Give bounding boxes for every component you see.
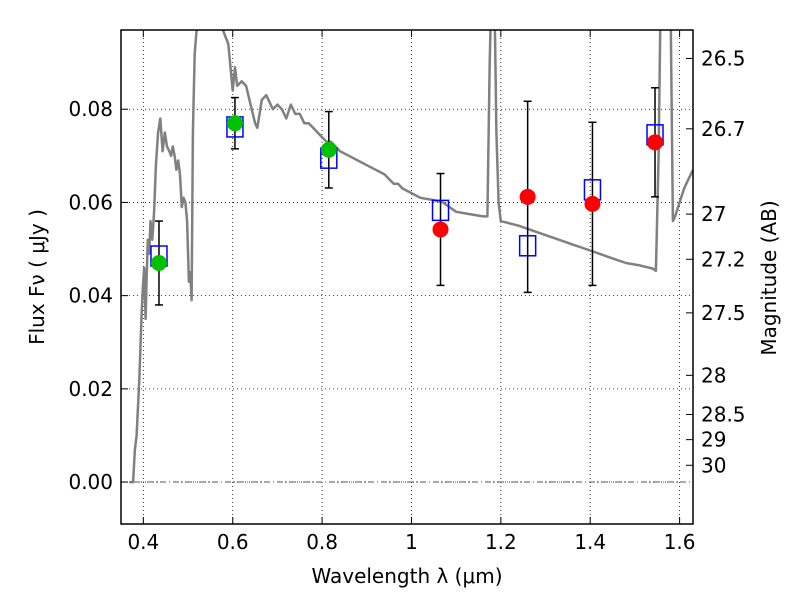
y-tick-label: 0.00 <box>68 470 113 494</box>
magnitude-tick-label: 27.5 <box>701 301 746 325</box>
y-tick-label: 0.02 <box>68 377 113 401</box>
y-tick-labels: 0.00 0.02 0.04 0.06 0.08 <box>68 97 113 494</box>
plot-frame <box>120 29 694 525</box>
data-point <box>226 115 243 132</box>
magnitude-tick-label: 28 <box>701 363 726 387</box>
x-tick-label: 1.6 <box>664 530 696 554</box>
magnitude-tick-label: 27 <box>701 202 726 226</box>
model-sed-line <box>129 30 693 484</box>
magnitude-tick-label: 28.5 <box>701 402 746 426</box>
x-tick-label: 1.2 <box>485 530 517 554</box>
model-sed-layer <box>129 30 693 484</box>
model-flux-marker <box>518 235 537 257</box>
x-tick-label: 1 <box>405 530 418 554</box>
magnitude-tick-label: 26.7 <box>701 117 746 141</box>
model-flux-marker <box>431 199 450 222</box>
grid-lines <box>121 30 693 524</box>
data-point <box>519 188 536 205</box>
magnitude-tick-label: 27.2 <box>701 247 746 271</box>
x-axis-label: Wavelength λ (μm) <box>311 564 502 588</box>
magnitude-tick-label: 30 <box>701 453 726 477</box>
y-tick-label: 0.06 <box>68 190 113 214</box>
x-tick-label: 1.4 <box>574 530 606 554</box>
y-axis-label: Flux Fν ( μJy ) <box>25 209 49 345</box>
data-point <box>150 255 167 272</box>
axis-ticks <box>121 30 693 524</box>
data-point <box>320 141 337 158</box>
x-tick-label: 0.6 <box>217 530 249 554</box>
x-tick-labels: 0.4 0.6 0.8 1 1.2 1.4 1.6 <box>127 530 695 554</box>
magnitude-tick-label: 26.5 <box>701 46 746 70</box>
y-tick-label: 0.04 <box>68 284 113 308</box>
x-tick-label: 0.8 <box>306 530 338 554</box>
right-axis-label: Magnitude (AB) <box>757 200 781 355</box>
data-points-layer <box>150 87 664 306</box>
data-point <box>584 195 601 212</box>
magnitude-tick-label: 29 <box>701 428 726 452</box>
y-tick-label: 0.08 <box>68 97 113 121</box>
x-tick-label: 0.4 <box>127 530 159 554</box>
data-point <box>647 134 664 151</box>
data-point <box>432 221 449 238</box>
